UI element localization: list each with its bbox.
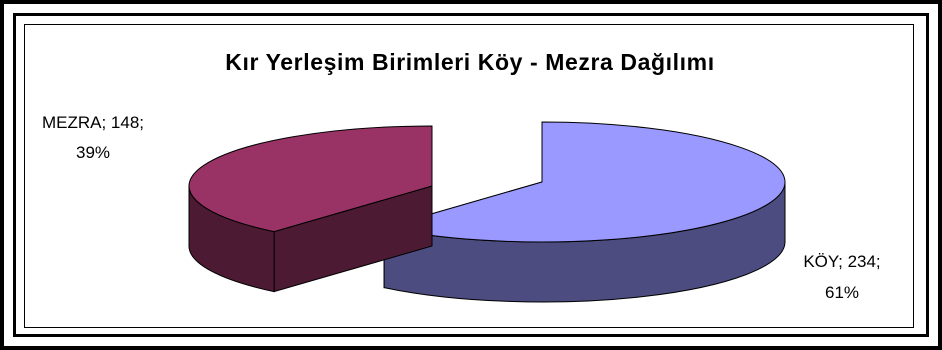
pie-slice-ky-top: [383, 121, 786, 243]
data-label-mezra-line1: MEZRA; 148;: [42, 113, 144, 132]
chart-title: Kır Yerleşim Birimleri Köy - Mezra Dağıl…: [225, 49, 714, 75]
data-label-koy-line2: 61%: [825, 283, 859, 302]
data-label-mezra-line2: 39%: [76, 143, 110, 162]
data-label-koy-line1: KÖY; 234;: [803, 252, 880, 271]
pie-slice-mezra-top: [188, 125, 433, 233]
pie-slices: [188, 121, 786, 303]
